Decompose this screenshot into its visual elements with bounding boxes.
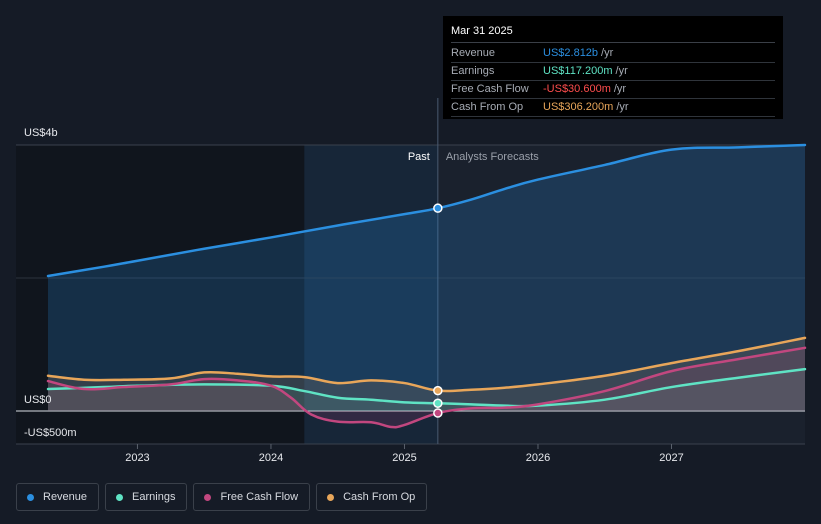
legend-item-earnings[interactable]: Earnings xyxy=(105,483,188,511)
legend-item-cash-from-op[interactable]: Cash From Op xyxy=(316,483,428,511)
tooltip-date: Mar 31 2025 xyxy=(451,24,775,43)
x-axis-label: 2024 xyxy=(259,452,283,464)
chart-background xyxy=(16,145,805,444)
tooltip-row-earnings: Earnings US$117.200m /yr xyxy=(451,63,775,81)
x-axis-label: 2027 xyxy=(659,452,683,464)
tooltip-row-cash-from-op: Cash From Op US$306.200m /yr xyxy=(451,99,775,117)
legend-item-revenue[interactable]: Revenue xyxy=(16,483,100,511)
legend-label: Cash From Op xyxy=(343,491,416,503)
y-axis-label: -US$500m xyxy=(24,427,77,439)
past-region xyxy=(16,145,305,444)
tooltip-unit: /yr xyxy=(616,101,629,113)
line-earnings xyxy=(46,367,807,408)
marker-cash-from-op xyxy=(433,385,443,396)
x-axis-label: 2023 xyxy=(125,452,149,464)
tooltip-label: Earnings xyxy=(451,65,495,77)
x-axis-label: 2025 xyxy=(392,452,416,464)
tooltip-label: Cash From Op xyxy=(451,101,524,113)
legend-dot-icon xyxy=(327,493,335,501)
chart-labels: US$4b US$0 -US$500m 2023 2024 2025 2026 2027 Pas… xyxy=(24,127,684,464)
y-axis-label: US$4b xyxy=(24,127,58,139)
legend-dot-icon xyxy=(27,493,34,501)
marker-free-cash-flow xyxy=(433,408,443,418)
chart-markers xyxy=(433,203,443,418)
tooltip-label: Revenue xyxy=(451,47,496,59)
tooltip-value: -US$30.600m xyxy=(543,83,611,95)
tooltip-value: US$306.200m xyxy=(543,101,614,113)
highlight-region xyxy=(304,145,438,444)
tooltip-row-revenue: Revenue US$2.812b /yr xyxy=(451,45,775,63)
line-cash-from-op xyxy=(46,336,807,393)
tooltip-unit: /yr xyxy=(615,65,628,77)
forecast-label: Analysts Forecasts xyxy=(446,151,539,163)
area-earnings xyxy=(48,369,805,411)
tooltip-unit: /yr xyxy=(613,83,627,95)
tooltip-value: US$117.200m xyxy=(543,65,613,77)
area-revenue xyxy=(48,145,805,411)
legend-label: Free Cash Flow xyxy=(220,491,299,503)
legend-item-free-cash-flow[interactable]: Free Cash Flow xyxy=(193,483,311,511)
area-cash-from-op xyxy=(48,337,805,411)
chart-legend: Revenue Earnings Free Cash Flow Cash Fro… xyxy=(16,483,428,511)
legend-label: Earnings xyxy=(132,491,176,503)
marker-earnings xyxy=(433,398,443,408)
marker-revenue xyxy=(433,203,443,213)
tooltip-value: US$2.812b xyxy=(543,47,599,59)
chart-areas xyxy=(48,145,805,428)
legend-dot-icon xyxy=(116,493,124,501)
y-axis-label: US$0 xyxy=(24,394,52,406)
tooltip-panel: Mar 31 2025 Revenue US$2.812b /yr Earnin… xyxy=(443,16,783,119)
tooltip-row-free-cash-flow: Free Cash Flow -US$30.600m /yr xyxy=(451,81,775,99)
forecast-region xyxy=(437,145,805,444)
legend-label: Revenue xyxy=(43,491,88,503)
tooltip-label: Free Cash Flow xyxy=(451,83,529,95)
line-free-cash-flow xyxy=(46,346,807,429)
area-free-cash-flow xyxy=(48,347,805,428)
past-label: Past xyxy=(408,151,430,163)
legend-dot-icon xyxy=(204,493,212,501)
tooltip-unit: /yr xyxy=(601,47,614,59)
x-axis-label: 2026 xyxy=(526,452,550,464)
